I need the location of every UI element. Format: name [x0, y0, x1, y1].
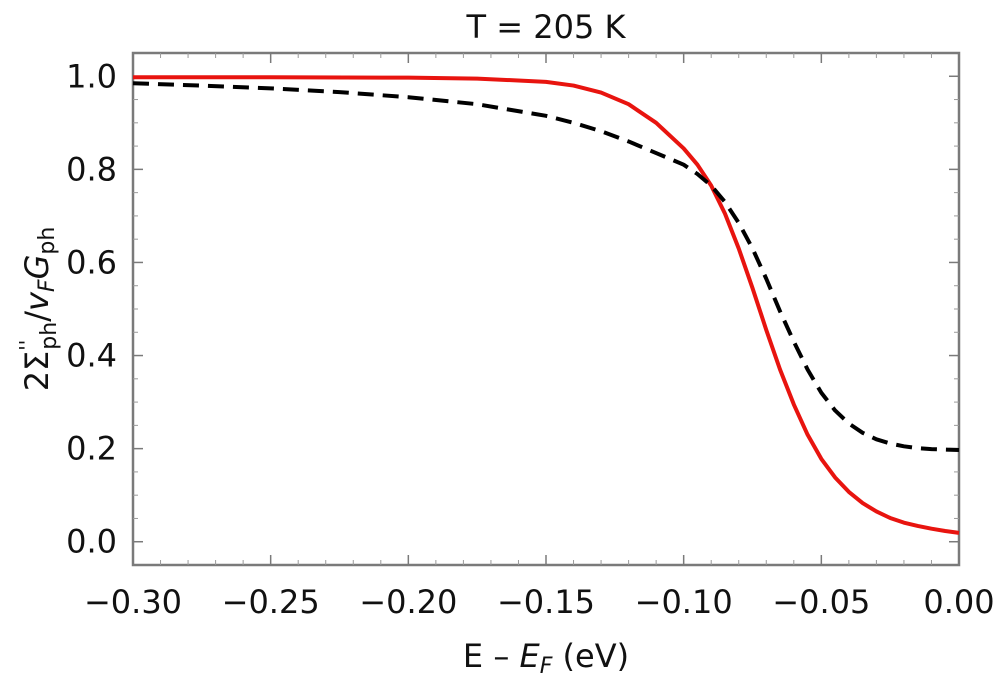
y-tick-label: 0.2	[66, 430, 117, 468]
y-tick-label: 1.0	[66, 57, 117, 95]
x-tick-label: −0.10	[635, 583, 733, 621]
y-tick-label: 0.8	[66, 150, 117, 188]
plot-frame	[131, 51, 961, 567]
y-tick-label: 0.6	[66, 243, 117, 281]
y-tick-label: 0.4	[66, 337, 117, 375]
x-tick-label: 0.00	[923, 583, 994, 621]
series-layer	[132, 75, 960, 535]
x-tick-label: −0.05	[772, 583, 870, 621]
minor-ticks	[133, 53, 959, 565]
x-tick-label: −0.20	[359, 583, 457, 621]
series-line-solid	[133, 75, 960, 535]
series-line-dashed	[132, 81, 960, 453]
x-axis-label: E – EF (eV)	[463, 637, 629, 678]
y-tick-labels: 0.0 0.2 0.4 0.6 0.8 1.0	[66, 57, 117, 560]
y-tick-label: 0.0	[66, 523, 117, 561]
chart-title: T = 205 K	[466, 8, 627, 46]
y-axis-label: 2Σ''ph/vFGph	[15, 227, 62, 392]
x-tick-label: −0.25	[222, 583, 320, 621]
major-ticks	[132, 53, 960, 565]
x-tick-label: −0.30	[84, 583, 182, 621]
x-tick-label: −0.15	[497, 583, 595, 621]
x-tick-labels: −0.30 −0.25 −0.20 −0.15 −0.10 −0.05 0.00	[84, 583, 995, 621]
